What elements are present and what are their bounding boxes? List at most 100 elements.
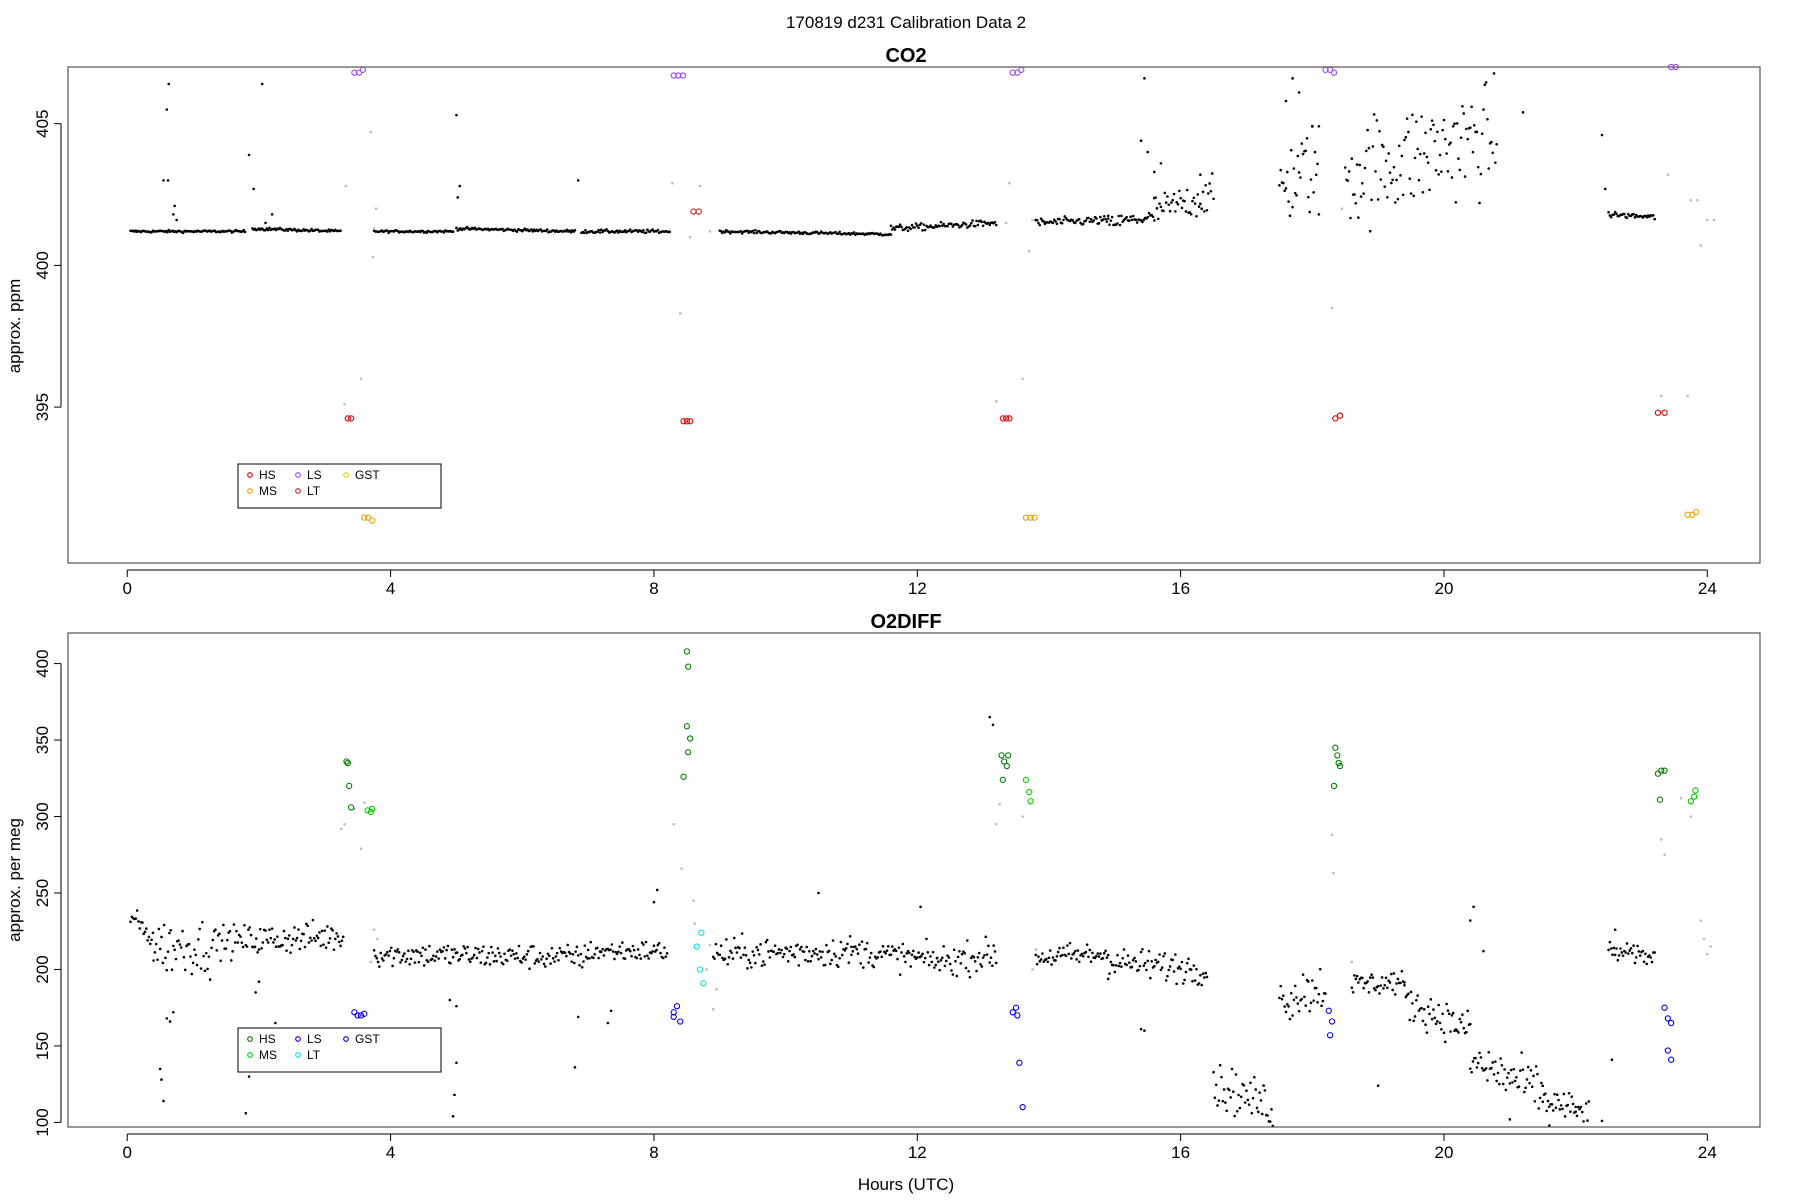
- o2diff-ls-point: [670, 1013, 677, 1021]
- o2diff-sample-point: [1391, 988, 1394, 992]
- co2-sample-point: [1171, 198, 1175, 202]
- o2diff-flagged-point: [715, 988, 718, 991]
- o2diff-sample-point: [755, 946, 758, 949]
- o2diff-sample-point: [1541, 1100, 1545, 1104]
- o2diff-sample-point: [243, 923, 246, 927]
- co2-sample-point: [1376, 198, 1380, 201]
- o2diff-sample-point: [1260, 1112, 1264, 1116]
- co2-sample-point: [1062, 218, 1065, 222]
- o2diff-sample-point: [241, 945, 245, 949]
- o2diff-sample-point: [1254, 1088, 1257, 1091]
- o2diff-sample-point: [1648, 954, 1651, 957]
- o2diff-sample-point: [289, 951, 292, 954]
- o2diff-sample-point: [1081, 954, 1085, 958]
- o2diff-sample-point: [177, 939, 180, 942]
- co2-sample-point: [1101, 218, 1105, 221]
- co2-sample-point: [1301, 152, 1305, 156]
- o2diff-sample-point: [187, 942, 191, 946]
- o2diff-sample-point: [1395, 982, 1398, 985]
- o2diff-sample-point: [330, 927, 333, 930]
- o2diff-sample-point: [499, 955, 502, 958]
- co2-sample-point: [1304, 149, 1308, 153]
- o2diff-sample-point: [214, 928, 217, 931]
- o2diff-flagged-point: [343, 822, 346, 826]
- o2diff-sample-point: [818, 950, 822, 953]
- co2-sample-point: [1317, 125, 1321, 128]
- o2diff-flagged-point: [998, 802, 1001, 806]
- co2-sample-point: [1278, 184, 1281, 187]
- co2-flagged-point: [1686, 394, 1689, 398]
- o2diff-sample-point: [1285, 1002, 1289, 1006]
- o2diff-sample-point: [578, 964, 581, 967]
- o2diff-sample-point: [1492, 1073, 1496, 1076]
- co2-ms-point: [1692, 508, 1700, 516]
- o2diff-sample-point: [1617, 954, 1621, 957]
- co2-hs-point: [1654, 409, 1662, 416]
- o2diff-sample-point: [1409, 990, 1413, 994]
- co2-sample-point: [987, 221, 990, 225]
- o2diff-legend-label: HS: [259, 1032, 276, 1046]
- o2diff-sample-point: [652, 944, 656, 948]
- o2diff-sample-point: [191, 961, 195, 965]
- co2-sample-point: [1461, 105, 1464, 108]
- co2-sample-point: [584, 229, 587, 232]
- o2diff-sample-point: [1143, 961, 1147, 965]
- o2diff-sample-point: [162, 923, 166, 927]
- o2diff-sample-point: [1147, 949, 1151, 953]
- o2diff-sample-point: [596, 946, 599, 950]
- o2diff-sample-point: [1350, 986, 1354, 989]
- o2diff-sample-point: [566, 943, 569, 947]
- o2diff-sample-point: [1160, 966, 1164, 969]
- co2-sample-point: [976, 223, 980, 227]
- co2-hs-point: [1332, 415, 1339, 422]
- co2-sample-point: [1469, 126, 1472, 129]
- o2diff-axes: 0 4 8 12 16 20 24 100 150 200 250 300 350 400: [33, 649, 1717, 1162]
- co2-flagged-point: [369, 130, 373, 134]
- co2-sample-point: [1470, 105, 1473, 109]
- co2-flagged-point: [1699, 244, 1703, 247]
- o2diff-sample-point: [1314, 986, 1318, 990]
- o2diff-sample-point: [1497, 1082, 1501, 1086]
- o2diff-sample-point: [856, 952, 860, 955]
- co2-sample-point: [1282, 181, 1285, 185]
- co2-sample-point: [1437, 173, 1441, 176]
- co2-sample-point: [836, 232, 840, 236]
- co2-sample-point: [455, 113, 458, 117]
- o2diff-hs-point: [687, 735, 694, 742]
- o2diff-sample-point: [613, 957, 616, 961]
- co2-sample-point: [1284, 187, 1288, 190]
- o2diff-sample-point: [1166, 974, 1169, 978]
- o2diff-sample-point: [850, 953, 853, 957]
- o2diff-sample-point: [991, 723, 995, 727]
- o2diff-sample-point: [580, 965, 584, 969]
- o2diff-sample-point: [331, 929, 334, 932]
- o2diff-sample-point: [599, 950, 603, 954]
- o2diff-sample-point: [582, 960, 585, 963]
- co2-hs-point: [1336, 412, 1344, 419]
- o2diff-plot-frame: [67, 632, 1761, 1128]
- o2diff-sample-point: [407, 949, 410, 953]
- o2diff-sample-point: [273, 938, 277, 941]
- o2diff-sample-point: [1200, 983, 1204, 987]
- o2diff-sample-point: [1247, 1103, 1251, 1106]
- o2diff-sample-point: [763, 963, 766, 966]
- co2-sample-point: [739, 230, 743, 233]
- o2diff-sample-point: [1317, 992, 1321, 996]
- o2diff-sample-point: [821, 950, 824, 954]
- o2diff-sample-point: [1259, 1099, 1263, 1102]
- co2-sample-point: [1208, 182, 1211, 185]
- o2diff-sample-point: [302, 932, 305, 936]
- o2diff-sample-point: [727, 956, 731, 959]
- o2diff-sample-point: [1534, 1065, 1538, 1068]
- co2-sample-point: [1314, 173, 1318, 177]
- co2-legend-marker: [247, 488, 253, 494]
- o2diff-sample-point: [1149, 976, 1152, 980]
- o2diff-sample-point: [1034, 953, 1038, 957]
- co2-sample-point: [243, 230, 247, 234]
- co2-sample-point: [539, 228, 543, 231]
- o2diff-sample-point: [640, 941, 644, 944]
- co2-flagged-point: [1027, 249, 1031, 253]
- o2diff-sample-point: [1235, 1109, 1239, 1113]
- o2diff-sample-point: [1400, 969, 1404, 973]
- o2diff-sample-point: [1620, 951, 1624, 954]
